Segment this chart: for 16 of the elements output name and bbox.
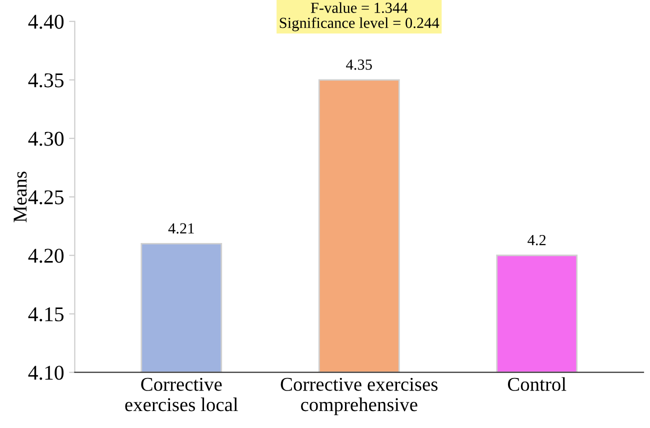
x-tick-label: Corrective exercises local — [125, 378, 238, 412]
y-tick-label: 4.25 — [28, 190, 64, 204]
data-label: 4.35 — [346, 60, 372, 70]
text: F-value = 1.344 — [310, 2, 408, 14]
x-tick-label: Control — [508, 377, 566, 391]
y-tick-label: 4.20 — [28, 248, 64, 263]
data-label: 4.2 — [528, 234, 546, 246]
y-tick-label: 4.10 — [28, 366, 64, 380]
y-tick-label: 4.35 — [28, 73, 64, 88]
data-label: 4.21 — [168, 223, 194, 234]
x-tick-label: Corrective exercises comprehensive — [280, 378, 438, 416]
y-tick-label: 4.30 — [28, 132, 64, 146]
annotation: Significance level = 0.244 — [280, 17, 440, 32]
y-tick-label: 4.15 — [28, 307, 64, 322]
y-tick-label: 4.40 — [28, 14, 64, 29]
y-axis-title: Means — [14, 172, 27, 222]
